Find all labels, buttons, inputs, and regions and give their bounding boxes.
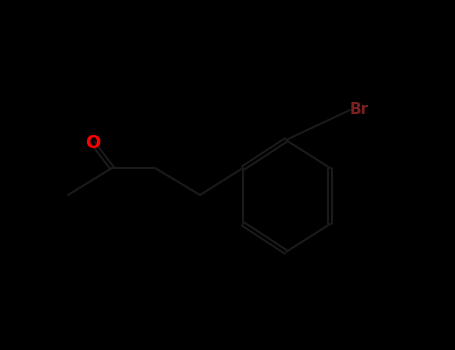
Text: O: O (86, 134, 101, 152)
Text: Br: Br (350, 103, 369, 118)
